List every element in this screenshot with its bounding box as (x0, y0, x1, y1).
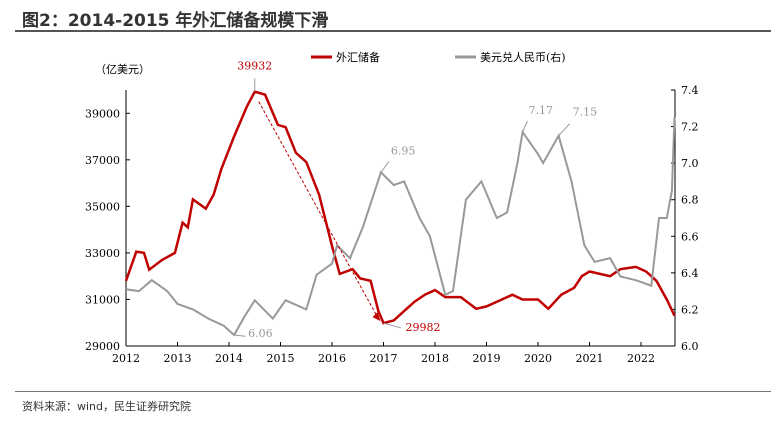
y2-tick-label: 6.2 (681, 303, 699, 316)
x-tick-label: 2012 (112, 352, 140, 365)
annotation-label: 7.17 (529, 104, 554, 117)
trend-arrow (258, 101, 378, 318)
legend-label-usdcny: 美元兑人民币(右) (480, 50, 566, 64)
y-tick-label: 37000 (85, 154, 120, 167)
y-tick-label: 29000 (85, 340, 120, 353)
x-tick-label: 2015 (267, 352, 295, 365)
annotation-label: 39932 (237, 60, 272, 73)
series-line-0 (124, 90, 676, 325)
y-tick-label: 35000 (85, 200, 120, 213)
source-note: 资料来源：wind，民生证券研究院 (22, 400, 192, 413)
x-tick-label: 2014 (215, 352, 243, 365)
legend-label-reserves: 外汇储备 (336, 50, 380, 64)
source-rule (15, 391, 771, 392)
annotation-leader (380, 161, 390, 173)
annotation-leader (558, 123, 571, 137)
y-tick-label: 31000 (85, 293, 120, 306)
y2-tick-label: 6.4 (681, 267, 699, 280)
trend-arrowhead (372, 312, 381, 322)
annotation-label: 6.95 (391, 144, 416, 157)
series-line-1 (125, 117, 676, 337)
x-tick-label: 2016 (318, 352, 346, 365)
x-tick-label: 2017 (370, 352, 398, 365)
y2-tick-label: 6.6 (681, 230, 699, 243)
annotation-leader (234, 334, 246, 337)
y-axis-label: （亿美元） (95, 63, 150, 76)
y2-tick-label: 6.8 (681, 194, 699, 207)
annotation-leader (522, 121, 528, 133)
x-tick-label: 2019 (473, 352, 501, 365)
y-tick-label: 39000 (85, 107, 120, 120)
annotation-label: 7.15 (573, 106, 598, 119)
annotation-label: 29982 (406, 321, 441, 334)
x-tick-label: 2020 (524, 352, 552, 365)
x-tick-label: 2022 (627, 352, 655, 365)
y2-tick-label: 7.2 (681, 121, 699, 134)
annotation-label: 6.06 (248, 327, 273, 340)
title-rule (15, 30, 771, 32)
x-tick-label: 2021 (576, 352, 604, 365)
y-tick-label: 33000 (85, 247, 120, 260)
y2-tick-label: 6.0 (681, 340, 699, 353)
y2-tick-label: 7.0 (681, 157, 699, 170)
figure-title: 图2：2014-2015 年外汇储备规模下滑 (22, 11, 329, 31)
y2-tick-label: 7.4 (681, 84, 699, 97)
x-tick-label: 2013 (164, 352, 192, 365)
x-tick-label: 2018 (421, 352, 449, 365)
annotation-leader (383, 322, 402, 329)
